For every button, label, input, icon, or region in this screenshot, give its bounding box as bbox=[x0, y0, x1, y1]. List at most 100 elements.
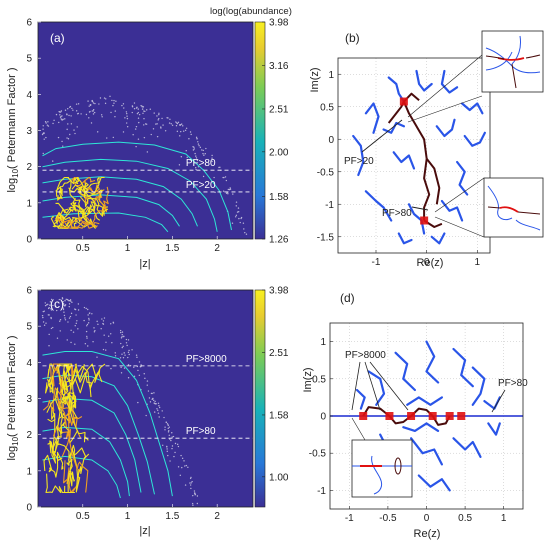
pa-scatter-dot bbox=[177, 121, 180, 124]
pa-scatter-dot bbox=[184, 129, 187, 132]
pa-scatter-dot bbox=[75, 110, 78, 112]
pc-x-tick-label: 1.5 bbox=[165, 511, 179, 522]
pc-scatter-dot bbox=[183, 460, 185, 462]
pa-scatter-dot bbox=[132, 134, 134, 136]
pa-scatter-dot bbox=[52, 122, 54, 125]
pa-trajectory bbox=[71, 176, 96, 187]
pc-scatter-dot bbox=[151, 398, 154, 400]
pa-colorbar-tick-label: 1.58 bbox=[269, 192, 289, 203]
pa-scatter-dot bbox=[137, 117, 140, 119]
pc-y-tick-label: 2 bbox=[26, 430, 32, 441]
pc-scatter-dot bbox=[89, 312, 91, 314]
pa-y-tick-label: 3 bbox=[26, 126, 32, 137]
pb-blue-path bbox=[461, 102, 484, 115]
pa-scatter-dot bbox=[64, 118, 66, 120]
panel-b-inset-connector bbox=[434, 177, 485, 213]
pc-scatter-dot bbox=[64, 304, 67, 306]
panel-c-x-ticks: 0.5 1 1.5 2 bbox=[76, 504, 220, 522]
pc-scatter-dot bbox=[88, 319, 90, 321]
pa-scatter-dot bbox=[176, 130, 179, 133]
pa-scatter-dot bbox=[67, 138, 70, 140]
pc-scatter-dot bbox=[50, 309, 53, 311]
pa-scatter-dot bbox=[245, 233, 248, 235]
panel-d-annotation-arrow bbox=[369, 361, 409, 411]
pc-scatter-dot bbox=[77, 303, 80, 305]
pa-contour-line bbox=[42, 176, 198, 227]
panel-a-colorbar-bar bbox=[254, 21, 266, 240]
pc-scatter-dot bbox=[190, 482, 192, 484]
pc-scatter-dot bbox=[86, 323, 89, 326]
pa-scatter-dot bbox=[195, 157, 198, 159]
pa-scatter-dot bbox=[69, 133, 71, 136]
pc-scatter-dot bbox=[154, 400, 156, 403]
pc-scatter-dot bbox=[62, 307, 65, 309]
pc-scatter-dot bbox=[49, 304, 51, 306]
pa-scatter-dot bbox=[92, 102, 95, 104]
pd-y-tick-label: 0 bbox=[320, 412, 326, 423]
pa-scatter-dot bbox=[113, 102, 115, 104]
pc-scatter-dot bbox=[42, 321, 45, 323]
pa-scatter-dot bbox=[88, 117, 90, 119]
pa-scatter-dot bbox=[176, 122, 179, 125]
pc-scatter-dot bbox=[68, 303, 71, 305]
pa-scatter-dot bbox=[240, 216, 243, 219]
pc-scatter-dot bbox=[177, 466, 180, 468]
pc-scatter-dot bbox=[168, 430, 170, 432]
pc-scatter-dot bbox=[48, 333, 50, 336]
panel-d-inset bbox=[351, 417, 413, 498]
panel-d-inset-connector bbox=[351, 417, 366, 441]
pc-scatter-dot bbox=[153, 392, 155, 394]
pa-y-tick-label: 4 bbox=[26, 90, 32, 101]
pa-scatter-dot bbox=[45, 136, 47, 139]
pa-scatter-dot bbox=[125, 122, 128, 124]
pc-scatter-dot bbox=[122, 345, 124, 348]
panel-c-x-axis-label: |z| bbox=[139, 525, 150, 537]
pc-scatter-dot bbox=[123, 352, 125, 354]
pa-scatter-dot bbox=[239, 221, 241, 224]
pa-scatter-dot bbox=[100, 114, 103, 116]
pc-scatter-dot bbox=[123, 367, 126, 369]
pa-scatter-dot bbox=[106, 137, 108, 139]
pa-colorbar-tick-label: 3.98 bbox=[269, 18, 289, 29]
pc-scatter-dot bbox=[69, 299, 72, 301]
pa-scatter-dot bbox=[135, 125, 138, 128]
panel-b-inset-dark bbox=[487, 206, 541, 215]
pc-threshold-label: PF>8000 bbox=[186, 354, 227, 365]
pc-scatter-dot bbox=[59, 330, 61, 332]
pa-scatter-dot bbox=[59, 114, 61, 116]
pc-scatter-dot bbox=[181, 466, 183, 469]
pa-scatter-dot bbox=[167, 117, 169, 119]
pa-scatter-dot bbox=[52, 160, 54, 162]
pc-scatter-dot bbox=[189, 482, 191, 484]
pa-scatter-dot bbox=[189, 159, 192, 161]
panel-a-contour-layer bbox=[42, 141, 232, 233]
pb-blue-path bbox=[463, 131, 486, 147]
pc-scatter-dot bbox=[184, 465, 186, 467]
pd-blue-path bbox=[471, 366, 486, 406]
pc-scatter-dot bbox=[120, 337, 123, 339]
pa-scatter-dot bbox=[135, 145, 137, 148]
pc-scatter-dot bbox=[169, 460, 171, 462]
pc-scatter-dot bbox=[148, 397, 151, 399]
pa-scatter-dot bbox=[47, 125, 50, 127]
pc-scatter-dot bbox=[55, 305, 57, 308]
pa-scatter-dot bbox=[196, 138, 198, 140]
pc-scatter-dot bbox=[72, 331, 75, 333]
pa-scatter-dot bbox=[202, 149, 205, 152]
pa-scatter-dot bbox=[179, 124, 181, 127]
panel-d-annotation-arrow bbox=[491, 389, 506, 413]
pc-scatter-dot bbox=[123, 335, 125, 338]
pc-scatter-dot bbox=[42, 316, 44, 319]
pa-scatter-dot bbox=[195, 155, 197, 157]
pb-highlight-point bbox=[399, 97, 408, 106]
pa-scatter-dot bbox=[75, 103, 78, 105]
pa-scatter-dot bbox=[94, 102, 96, 105]
pc-scatter-dot bbox=[93, 327, 95, 329]
pc-scatter-dot bbox=[103, 317, 106, 319]
panel-b: -1 0 1 -1.5 -1 -0.5 0 0.5 1 (b) Re(z) Im(z) PF>… bbox=[309, 30, 544, 269]
pa-scatter-dot bbox=[98, 103, 100, 105]
pc-scatter-dot bbox=[102, 348, 105, 351]
pc-scatter-dot bbox=[102, 323, 105, 325]
panel-d-y-ticks: -1 -0.5 0 0.5 1 bbox=[309, 337, 333, 497]
pa-trajectory bbox=[57, 219, 100, 229]
